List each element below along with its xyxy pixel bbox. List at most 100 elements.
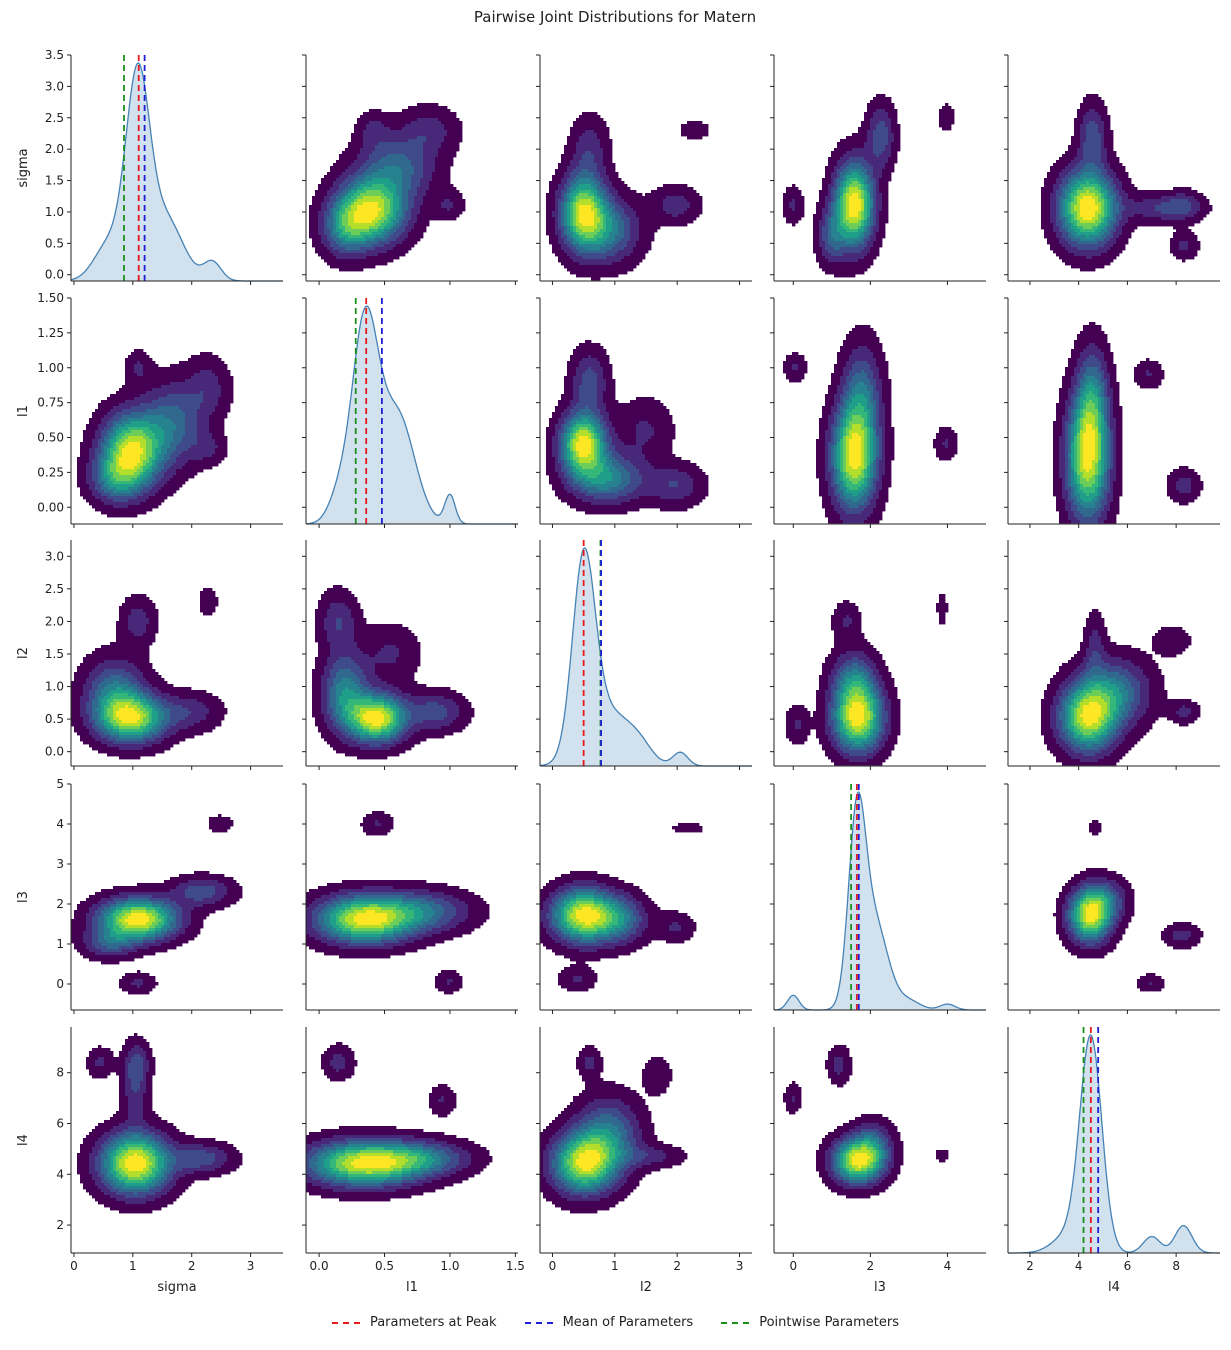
kde-cell bbox=[354, 238, 358, 242]
kde-cell bbox=[585, 145, 589, 149]
kde-cell bbox=[366, 121, 370, 125]
kde-cell bbox=[387, 169, 391, 173]
kde-cell bbox=[867, 163, 871, 167]
kde-cell bbox=[837, 208, 841, 212]
kde-cell bbox=[330, 193, 334, 197]
kde-cell bbox=[582, 151, 586, 155]
kde-cell bbox=[822, 235, 826, 239]
kde-cell bbox=[411, 139, 415, 143]
kde-cell bbox=[678, 193, 682, 197]
kde-cell bbox=[414, 214, 418, 218]
kde-cell bbox=[879, 163, 883, 167]
kde-cell bbox=[633, 190, 637, 194]
kde-cell bbox=[591, 184, 595, 188]
kde-cell bbox=[825, 232, 829, 236]
kde-cell bbox=[861, 136, 865, 140]
kde-cell bbox=[639, 193, 643, 197]
kde-cell bbox=[363, 265, 367, 269]
kde-cell bbox=[549, 187, 553, 191]
kde-cell bbox=[867, 259, 871, 263]
kde-cell bbox=[636, 262, 640, 266]
kde-cell bbox=[588, 247, 592, 251]
kde-cell bbox=[393, 133, 397, 137]
kde-cell bbox=[870, 148, 874, 152]
kde-cell bbox=[873, 250, 877, 254]
kde-cell bbox=[564, 196, 568, 200]
kde-cell bbox=[429, 118, 433, 122]
kde-cell bbox=[354, 253, 358, 257]
kde-cell bbox=[861, 178, 865, 182]
kde-cell bbox=[627, 202, 631, 206]
kde-cell bbox=[594, 229, 598, 233]
kde-cell bbox=[843, 172, 847, 176]
kde-cell bbox=[864, 115, 868, 119]
kde-cell bbox=[390, 217, 394, 221]
kde-cell bbox=[582, 181, 586, 185]
kde-cell bbox=[696, 202, 700, 206]
kde-cell bbox=[363, 229, 367, 233]
kde-cell bbox=[435, 178, 439, 182]
kde-cell bbox=[351, 211, 355, 215]
kde-cell bbox=[591, 124, 595, 128]
kde-cell bbox=[573, 244, 577, 248]
kde-cell bbox=[366, 214, 370, 218]
kde-cell bbox=[567, 208, 571, 212]
kde-cell bbox=[885, 220, 889, 224]
kde-cell bbox=[885, 163, 889, 167]
kde-cell bbox=[837, 193, 841, 197]
kde-cell bbox=[393, 190, 397, 194]
kde-cell bbox=[453, 133, 457, 137]
kde-cell bbox=[816, 223, 820, 227]
kde-cell bbox=[678, 217, 682, 221]
kde-cell bbox=[648, 238, 652, 242]
kde-cell bbox=[939, 118, 943, 122]
kde-cell bbox=[606, 145, 610, 149]
kde-cell bbox=[405, 208, 409, 212]
kde-cell bbox=[315, 205, 319, 209]
kde-cell bbox=[600, 265, 604, 269]
kde-cell bbox=[375, 262, 379, 266]
kde-cell bbox=[372, 169, 376, 173]
kde-cell bbox=[618, 187, 622, 191]
kde-cell bbox=[579, 166, 583, 170]
kde-cell bbox=[321, 229, 325, 233]
kde-cell bbox=[597, 226, 601, 230]
kde-cell bbox=[627, 220, 631, 224]
kde-cell bbox=[399, 214, 403, 218]
kde-cell bbox=[594, 136, 598, 140]
kde-cell bbox=[849, 145, 853, 149]
kde-cell bbox=[627, 205, 631, 209]
kde-cell bbox=[369, 151, 373, 155]
kde-cell bbox=[681, 223, 685, 227]
kde-cell bbox=[357, 226, 361, 230]
kde-cell bbox=[414, 241, 418, 245]
kde-cell bbox=[849, 229, 853, 233]
kde-cell bbox=[336, 262, 340, 266]
kde-cell bbox=[876, 136, 880, 140]
kde-cell bbox=[435, 157, 439, 161]
kde-cell bbox=[366, 193, 370, 197]
kde-cell bbox=[648, 241, 652, 245]
kde-cell bbox=[390, 115, 394, 119]
kde-cell bbox=[843, 235, 847, 239]
kde-cell bbox=[405, 130, 409, 134]
kde-cell bbox=[867, 124, 871, 128]
kde-cell bbox=[339, 217, 343, 221]
kde-cell bbox=[315, 250, 319, 254]
kde-cell bbox=[849, 268, 853, 272]
kde-cell bbox=[561, 205, 565, 209]
kde-cell bbox=[642, 238, 646, 242]
kde-cell bbox=[459, 199, 463, 203]
kde-cell bbox=[435, 169, 439, 173]
kde-cell bbox=[816, 259, 820, 263]
kde-cell bbox=[588, 259, 592, 263]
kde-cell bbox=[333, 253, 337, 257]
kde-cell bbox=[450, 154, 454, 158]
kde-cell bbox=[402, 211, 406, 215]
kde-cell bbox=[831, 235, 835, 239]
kde-cell bbox=[621, 181, 625, 185]
kde-cell bbox=[354, 208, 358, 212]
kde-cell bbox=[834, 184, 838, 188]
kde-cell bbox=[636, 250, 640, 254]
kde-cell bbox=[348, 238, 352, 242]
